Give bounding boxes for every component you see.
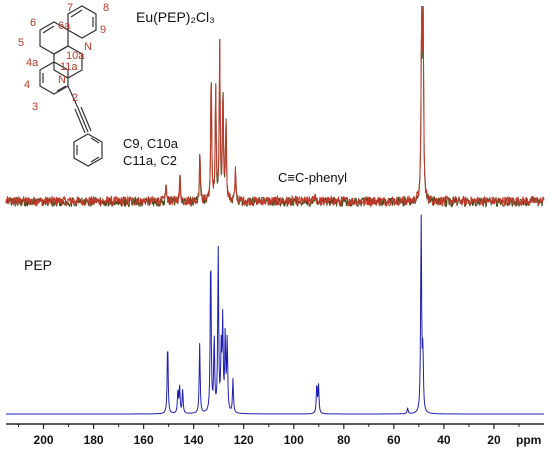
- upper-spectrum-title: Eu(PEP)₂Cl₃: [136, 9, 215, 25]
- svg-text:4a: 4a: [26, 57, 39, 69]
- x-tick-label: 80: [337, 433, 351, 447]
- structure-atom-labels: 7 8 6a 6 9 5 10a N 4a 11a 4 N 3 2: [18, 2, 109, 113]
- svg-text:8: 8: [103, 2, 109, 14]
- assignment-label-2: C11a, C2: [123, 153, 177, 168]
- svg-text:9: 9: [100, 24, 106, 36]
- x-tick-label: 40: [437, 433, 451, 447]
- series-eu-pep-complex: [5, 5, 545, 208]
- x-axis-label: ppm: [516, 433, 541, 447]
- lower-spectrum-title: PEP: [24, 257, 52, 273]
- x-axis-ticks: 200 180 160 140 120 100 80 60 40 20: [18, 424, 520, 447]
- x-tick-label: 160: [134, 433, 154, 447]
- x-tick-label: 100: [284, 433, 304, 447]
- series-pep: [6, 214, 544, 415]
- svg-text:6a: 6a: [58, 20, 71, 32]
- x-tick-label: 200: [34, 433, 54, 447]
- svg-text:6: 6: [30, 17, 36, 29]
- svg-text:10a: 10a: [66, 50, 85, 62]
- svg-text:3: 3: [32, 101, 38, 113]
- svg-text:N: N: [84, 41, 92, 53]
- x-tick-label: 180: [84, 433, 104, 447]
- alkyne-label: C≡C-phenyl: [278, 170, 347, 185]
- svg-text:11a: 11a: [60, 61, 78, 73]
- x-tick-label: 20: [487, 433, 501, 447]
- x-tick-label: 120: [234, 433, 254, 447]
- x-tick-label: 60: [387, 433, 401, 447]
- svg-text:4: 4: [24, 79, 30, 91]
- phenanthroline-structure: [39, 5, 103, 167]
- svg-text:N: N: [58, 74, 66, 86]
- svg-text:5: 5: [18, 37, 24, 49]
- svg-text:2: 2: [72, 92, 78, 104]
- x-tick-label: 140: [184, 433, 204, 447]
- assignment-label-1: C9, C10a: [123, 136, 179, 151]
- svg-text:7: 7: [67, 2, 73, 14]
- series-eu-pep-complex-shadow: [5, 5, 545, 209]
